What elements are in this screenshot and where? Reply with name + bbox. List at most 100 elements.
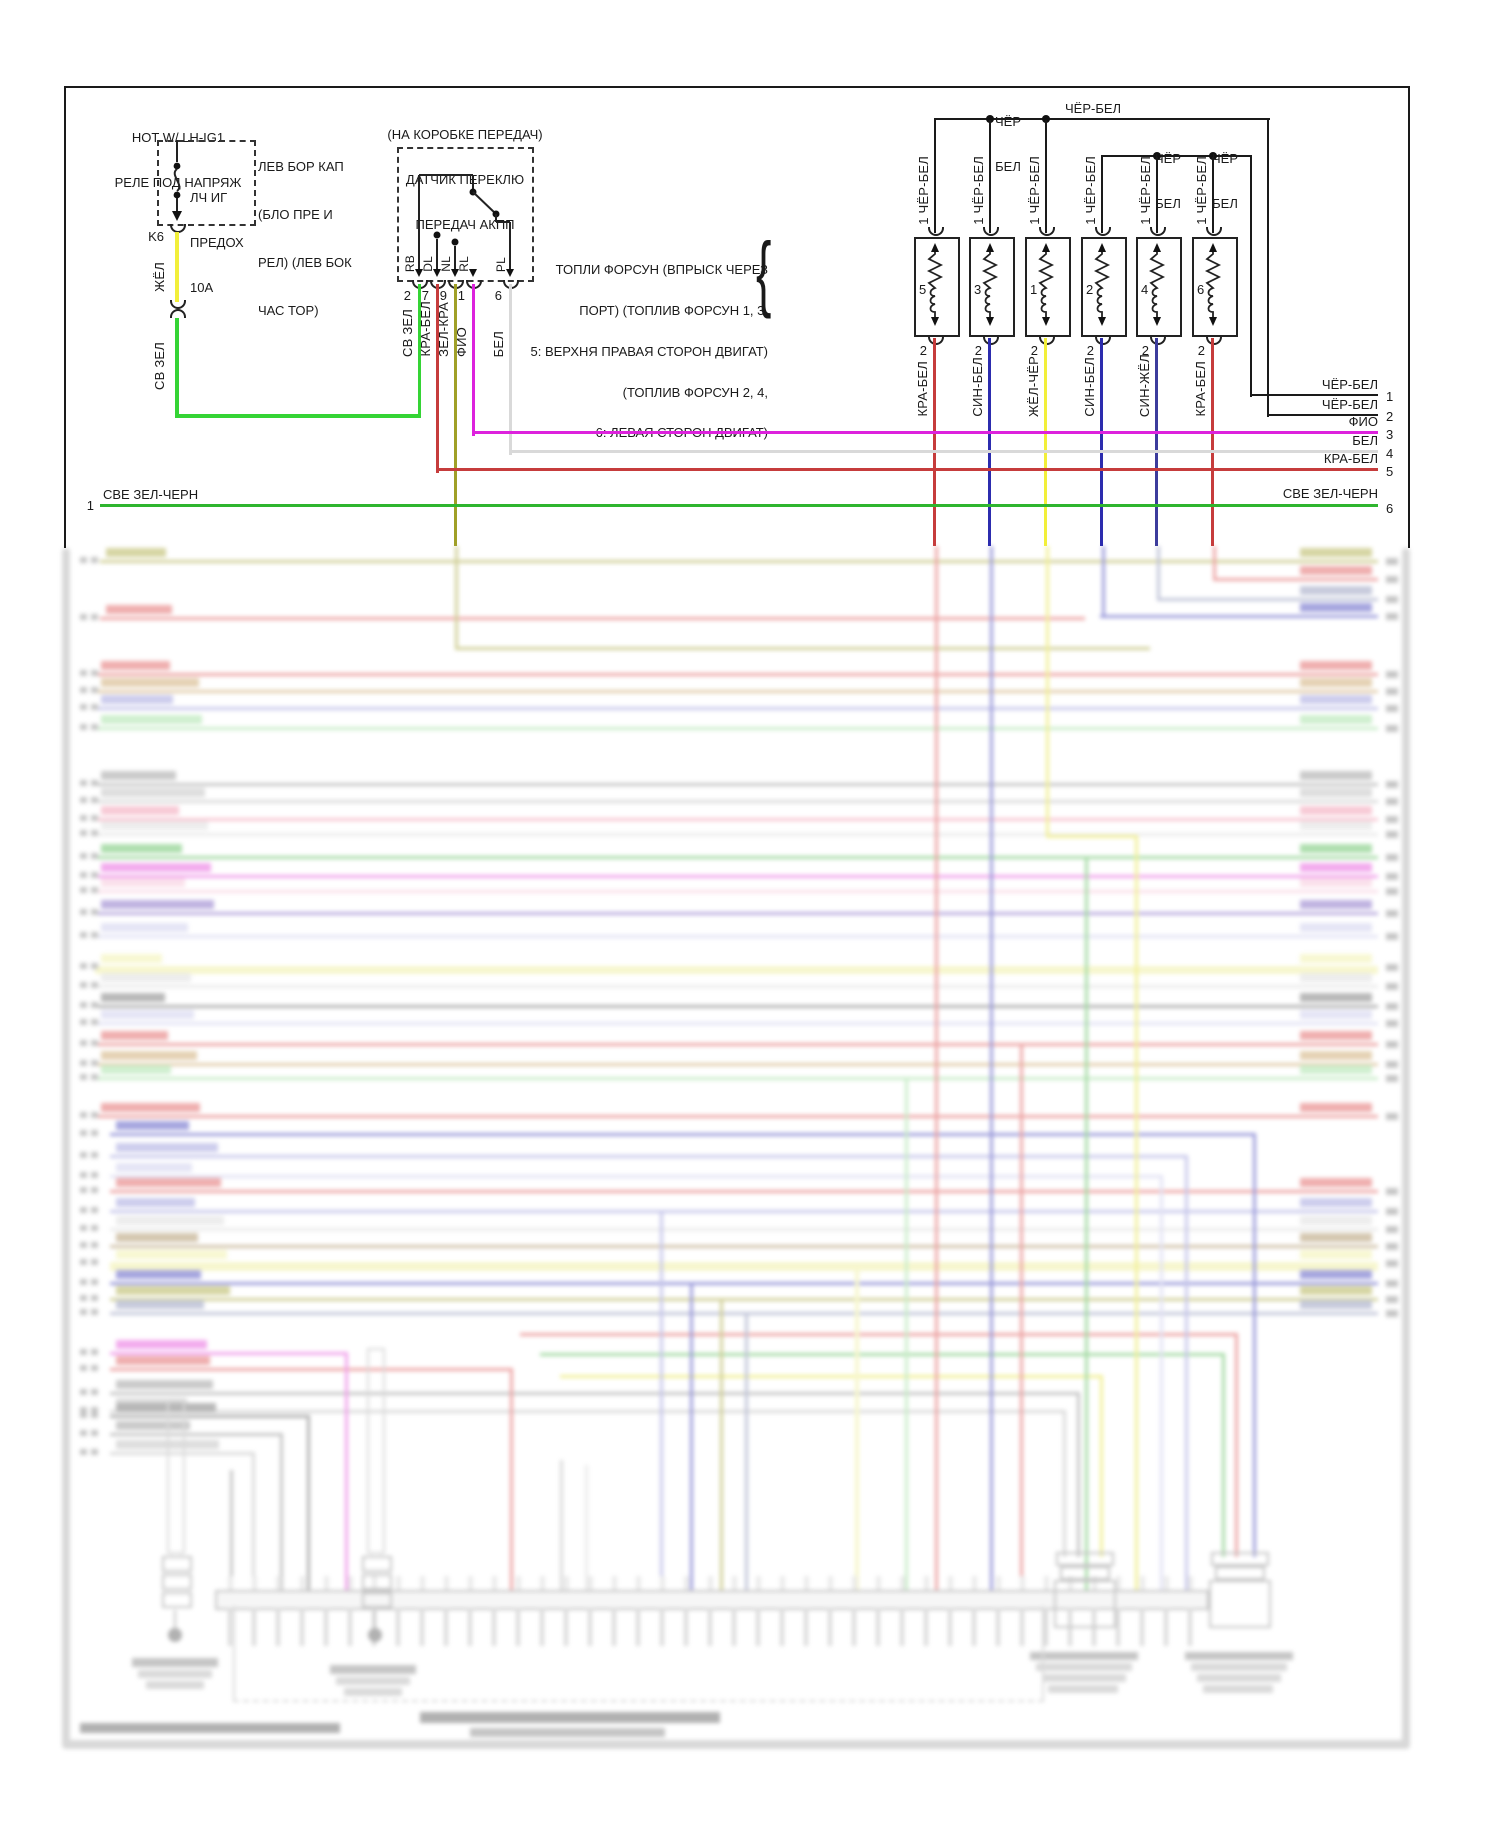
faded-pin-number [91, 704, 98, 710]
faded-wire-h [110, 1282, 1378, 1285]
faded-page-border [62, 1740, 1410, 1749]
faded-label [116, 1198, 195, 1207]
injector-top-wire [934, 118, 936, 233]
faded-label [470, 1728, 665, 1737]
fuse-note-line4: ЧАС ТОР) [258, 303, 319, 318]
faded-pin-number [80, 724, 87, 730]
faded-wire-v [855, 1262, 859, 1592]
faded-label [1300, 1198, 1372, 1207]
faded-label [1203, 1685, 1273, 1693]
faded-connector-pin [708, 1608, 712, 1646]
faded-label [116, 1178, 221, 1187]
row1-number: 1 [1386, 389, 1394, 404]
faded-connector-pin [924, 1576, 929, 1590]
wire-zel-kra [454, 284, 457, 546]
faded-connector-pin [972, 1608, 976, 1646]
faded-connector-stack [162, 1574, 192, 1590]
faded-pin-number [80, 982, 87, 988]
injector-bus1-drop [1267, 118, 1269, 417]
faded-wire-v [905, 1077, 908, 1592]
faded-label [132, 1658, 218, 1667]
bus1-label: ЧЁР-БЕЛ [1065, 101, 1122, 116]
faded-label [106, 605, 172, 614]
faded-label [116, 1163, 192, 1172]
row5-number: 5 [1386, 464, 1394, 479]
faded-page-border [62, 548, 70, 1748]
faded-connector-pin [348, 1608, 352, 1646]
faded-pin-number [80, 1130, 87, 1136]
injector-bottom-number: 2 [1030, 343, 1038, 358]
faded-label [1036, 1663, 1132, 1671]
injector-bottom-number: 2 [974, 343, 982, 358]
faded-connector-pin [828, 1576, 833, 1590]
faded-ground-dot [368, 1628, 382, 1642]
faded-label [101, 863, 211, 872]
faded-wire-h [110, 1155, 1185, 1158]
faded-pin-number [91, 1152, 98, 1158]
faded-pin-number [91, 982, 98, 988]
sensor-pin-letter: RB [403, 254, 417, 272]
faded-pin-number [91, 1259, 98, 1265]
wire-light-green-horizontal [175, 414, 421, 418]
faded-wire-h [1100, 615, 1378, 618]
wire-label: СВ ЗЕЛ [400, 309, 415, 357]
faded-label [146, 1681, 204, 1689]
faded-connector-pin [300, 1576, 305, 1590]
injector-bottom-wire-label: СИН-БЕЛ [970, 357, 985, 417]
faded-connector-pin [324, 1576, 329, 1590]
faded-label [1300, 715, 1372, 724]
faded-connector-pin [276, 1576, 281, 1590]
injector-top-connector [1095, 227, 1111, 236]
wire-sv-zel [418, 284, 421, 417]
faded-label [1300, 1250, 1372, 1259]
faded-pin-number [91, 1430, 98, 1436]
faded-label [1300, 1178, 1372, 1187]
faded-wire-h [110, 1410, 1063, 1413]
faded-pin-number [91, 1365, 98, 1371]
faded-connector-pin [252, 1576, 257, 1590]
faded-connector-pin [900, 1576, 905, 1590]
faded-connector-pin [1164, 1608, 1168, 1646]
faded-pin-number [80, 932, 87, 938]
faded-connector-stack [162, 1592, 192, 1608]
faded-wire-h [110, 1352, 345, 1355]
faded-connector-pin [444, 1608, 448, 1646]
faded-label [101, 678, 199, 687]
faded-wire-h [100, 617, 1085, 620]
faded-connector-pin [588, 1608, 592, 1646]
faded-label [116, 1143, 218, 1152]
faded-pin-number [1386, 671, 1398, 678]
faded-connector-pin [1164, 1576, 1169, 1590]
faded-connector-pin [732, 1608, 736, 1646]
faded-connector-pin [948, 1576, 953, 1590]
faded-wire-v [1102, 546, 1105, 617]
splice-connector-lower [170, 309, 186, 318]
faded-label [1300, 1103, 1372, 1112]
row3-wire [472, 431, 1378, 434]
faded-wire-h [110, 1368, 510, 1371]
faded-wire-h [95, 935, 1378, 938]
faded-wire-h [110, 1190, 1378, 1193]
faded-label [1300, 973, 1372, 982]
faded-pin-number [91, 1207, 98, 1213]
sensor-pin-number: 6 [494, 288, 502, 303]
faded-label [1300, 678, 1372, 687]
faded-pin-number [1386, 725, 1398, 732]
row6-left-number: 1 [86, 498, 94, 513]
injector-top-wire [1156, 157, 1158, 233]
faded-pin-number [1386, 781, 1398, 788]
faded-connector-stack [1056, 1552, 1114, 1566]
faded-connector-pin [900, 1608, 904, 1646]
faded-pin-number [1386, 1113, 1398, 1120]
wire-light-green-label: СВ ЗЕЛ [152, 342, 167, 390]
faded-wire-v [990, 546, 993, 1592]
sensor-pin-letter: RL [457, 256, 471, 272]
faded-wire-h [110, 1133, 1253, 1136]
faded-label [116, 1403, 216, 1412]
injector-bottom-number: 2 [919, 343, 927, 358]
faded-pin-number [1386, 1075, 1398, 1082]
faded-label [101, 900, 214, 909]
injector-bus1 [934, 118, 1270, 120]
faded-label [1185, 1652, 1293, 1660]
faded-label [116, 1216, 224, 1225]
